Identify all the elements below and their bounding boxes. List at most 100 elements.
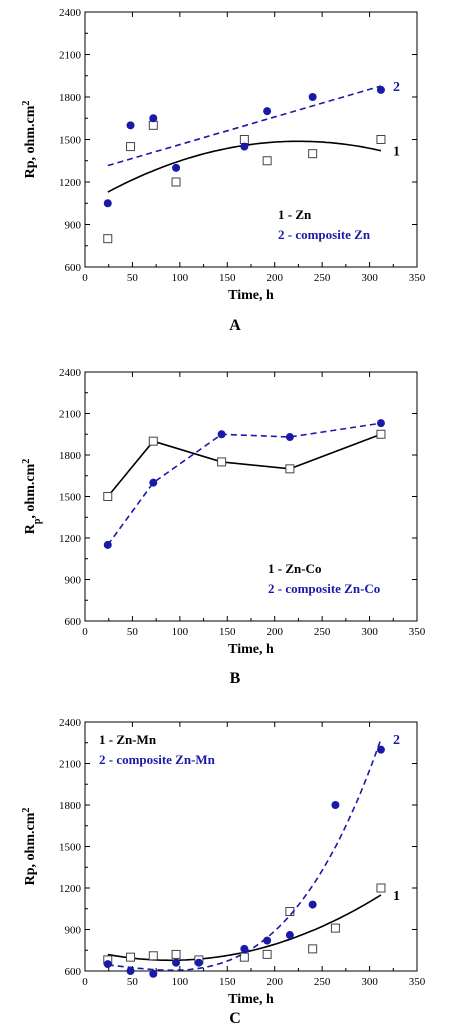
x-axis-label: Time, h (228, 288, 274, 303)
y-tick-label: 900 (65, 220, 82, 232)
legend-entry-2: 2 - composite Zn-Mn (99, 752, 216, 767)
x-axis-label: Time, h (228, 642, 274, 657)
series-line-2 (107, 85, 382, 167)
data-point-series-1 (308, 149, 318, 159)
curve-label-2: 2 (393, 80, 400, 95)
data-point-series-1 (376, 135, 386, 144)
x-tick-label: 250 (314, 626, 331, 638)
data-point-series-2 (126, 121, 135, 130)
data-point-series-1 (103, 234, 113, 244)
y-axis-label-sub: p (32, 518, 43, 524)
data-point-series-2 (376, 85, 385, 94)
y-tick-label: 2100 (59, 759, 82, 771)
data-point-series-2 (285, 433, 294, 442)
x-tick-label: 150 (219, 976, 236, 988)
y-axis-label-main: Rp, ohm.cm (23, 105, 38, 178)
x-tick-label: 300 (361, 626, 378, 638)
data-point-series-2 (103, 540, 112, 549)
x-tick-label: 100 (172, 976, 189, 988)
y-tick-label: 2400 (59, 367, 82, 379)
x-tick-label: 0 (82, 626, 88, 638)
x-tick-label: 300 (361, 272, 378, 284)
x-tick-label: 50 (127, 272, 139, 284)
data-point-series-1 (171, 949, 181, 959)
data-point-series-1 (148, 951, 158, 961)
data-point-series-1 (148, 120, 158, 130)
panel-label: C (229, 1010, 241, 1027)
data-point-series-1 (148, 436, 158, 446)
curve-label-2: 2 (393, 733, 400, 748)
data-point-series-1 (308, 944, 318, 954)
x-tick-label: 50 (127, 976, 139, 988)
y-tick-label: 1500 (59, 492, 82, 504)
data-point-series-2 (149, 114, 158, 123)
legend-entry-2: 2 - composite Zn (278, 227, 371, 242)
panel-label: B (230, 670, 241, 687)
y-axis-label-rest: , ohm.cm (23, 463, 38, 518)
y-tick-label: 2400 (59, 7, 82, 19)
x-tick-label: 250 (314, 272, 331, 284)
y-tick-label: 600 (65, 966, 82, 978)
x-tick-label: 0 (82, 976, 88, 988)
data-point-series-1 (376, 883, 386, 893)
x-tick-label: 0 (82, 272, 88, 284)
data-point-series-2 (126, 967, 135, 975)
data-point-series-2 (331, 801, 340, 809)
x-tick-label: 350 (409, 976, 426, 988)
series-line-2 (107, 422, 382, 546)
y-tick-label: 900 (65, 925, 82, 937)
curve-label-1: 1 (393, 889, 400, 904)
data-point-series-1 (103, 492, 113, 501)
data-point-series-1 (376, 429, 386, 439)
y-tick-label: 600 (65, 616, 82, 628)
y-tick-label: 1500 (59, 842, 82, 854)
curve-label-1: 1 (393, 145, 400, 160)
data-point-series-2 (376, 745, 385, 754)
chart-panel-c: 0 50 100 150 200 250 300 350 600 900 1200 1500 1800 2… (21, 717, 426, 1027)
x-tick-label: 250 (314, 976, 331, 988)
legend-entry-1: 1 - Zn-Mn (99, 732, 157, 747)
y-axis-label-main: Rp, ohm.cm (23, 812, 38, 885)
x-tick-label: 300 (361, 976, 378, 988)
y-axis-label-sup: 2 (21, 808, 32, 813)
data-point-series-1 (217, 457, 227, 467)
chart-panel-a: 0 50 100 150 200 250 300 350 600 900 1200 1500 1800 2… (21, 7, 426, 334)
data-point-series-1 (330, 923, 340, 933)
x-tick-label: 200 (266, 626, 283, 638)
y-axis-label: Rp, ohm.cm2 (21, 101, 39, 179)
x-tick-label: 350 (409, 626, 426, 638)
data-point-series-2 (103, 199, 112, 208)
data-point-series-2 (194, 958, 203, 967)
y-tick-label: 1200 (59, 883, 82, 895)
data-point-series-2 (240, 944, 249, 953)
data-point-series-2 (263, 936, 272, 945)
data-point-series-2 (285, 931, 294, 940)
panel-label: A (229, 317, 241, 334)
x-tick-label: 100 (172, 626, 189, 638)
series-line-1 (107, 433, 382, 498)
y-axis-label: Rp, ohm.cm2 (21, 459, 43, 535)
chart-panel-b: 0 50 100 150 200 250 300 350 600 900 1200 1500 1800 2… (21, 367, 426, 687)
data-point-series-2 (308, 93, 317, 101)
data-point-series-2 (149, 478, 158, 487)
y-axis-label-sup: 2 (21, 101, 32, 106)
x-tick-label: 200 (266, 976, 283, 988)
y-tick-label: 1800 (59, 450, 82, 462)
y-tick-label: 1800 (59, 92, 82, 104)
x-tick-label: 150 (219, 272, 236, 284)
y-tick-label: 1200 (59, 533, 82, 545)
data-point-series-1 (239, 135, 249, 144)
y-tick-label: 2100 (59, 50, 82, 62)
data-point-series-1 (171, 177, 181, 187)
y-tick-label: 2400 (59, 717, 82, 729)
x-tick-label: 100 (172, 272, 189, 284)
data-point-series-1 (262, 156, 272, 166)
y-tick-label: 900 (65, 575, 82, 587)
y-tick-label: 1200 (59, 177, 82, 189)
data-point-series-2 (172, 958, 181, 967)
data-point-series-2 (263, 107, 272, 116)
data-point-series-2 (376, 419, 385, 428)
data-point-series-1 (262, 949, 272, 959)
data-point-series-2 (172, 163, 181, 172)
x-tick-label: 350 (409, 272, 426, 284)
